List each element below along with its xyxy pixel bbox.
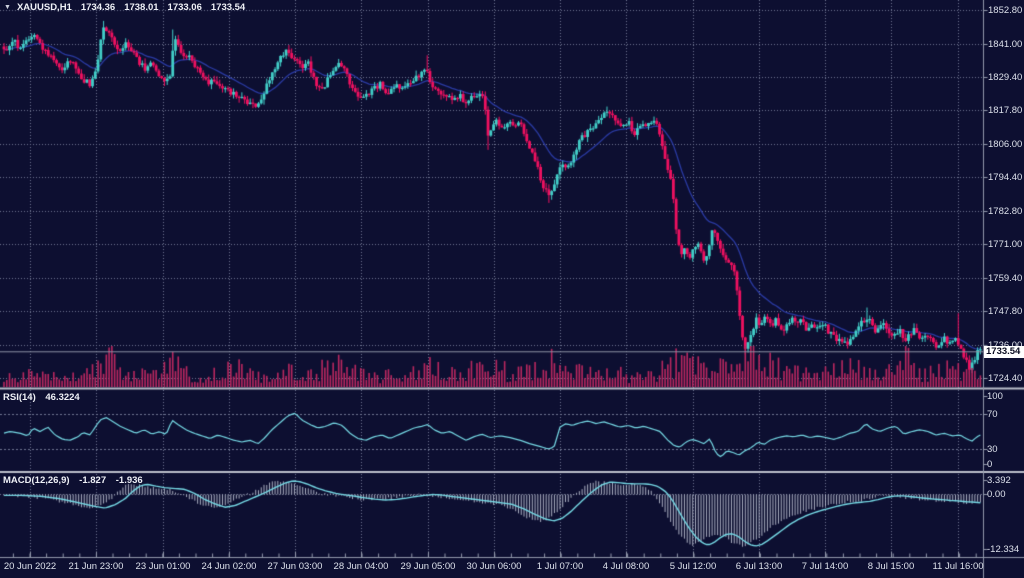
collapse-arrow-icon[interactable]: ▼	[4, 4, 11, 11]
macd-main: -1.827	[79, 475, 107, 486]
current-price-chip: 1733.54	[984, 346, 1024, 358]
macd-name: MACD(12,26,9)	[3, 475, 70, 486]
symbol-period: XAUUSD,H1	[16, 2, 72, 13]
symbol-ohlc-line: ▼ XAUUSD,H1 1734.36 1738.01 1733.06 1733…	[4, 2, 245, 13]
rsi-value: 46.3224	[45, 392, 80, 403]
rsi-label-line: RSI(14) 46.3224	[3, 392, 87, 403]
rsi-name: RSI(14)	[3, 392, 36, 403]
macd-label-line: MACD(12,26,9) -1.827 -1.936	[3, 475, 150, 486]
ohlc-close: 1733.54	[210, 2, 246, 13]
ohlc-high: 1738.01	[124, 2, 159, 13]
ohlc-low: 1733.06	[167, 2, 202, 13]
macd-signal: -1.936	[115, 475, 143, 486]
ohlc-open: 1734.36	[80, 2, 116, 13]
